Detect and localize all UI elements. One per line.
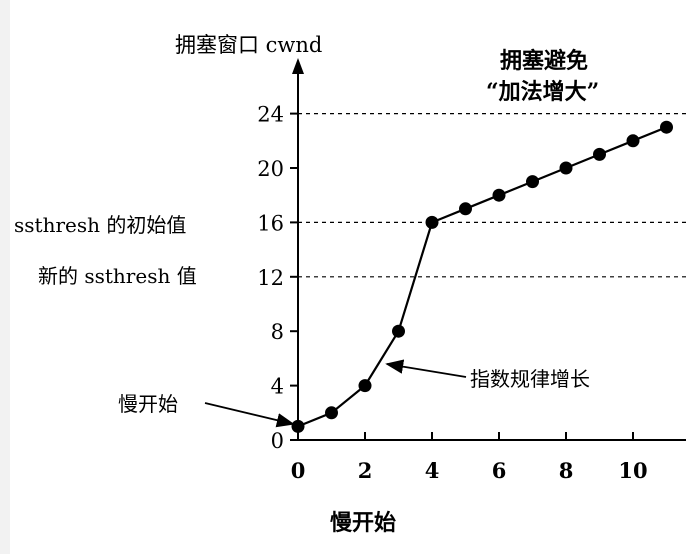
x-tick-label: 8 (559, 458, 574, 483)
x-tick-label: 6 (492, 458, 507, 483)
y-axis-title: 拥塞窗口 cwnd (175, 33, 322, 57)
y-tick-label: 0 (271, 429, 284, 453)
data-point (660, 120, 673, 134)
data-point (526, 175, 539, 189)
data-point (559, 161, 573, 175)
left-border-strip (0, 0, 10, 554)
data-point (593, 147, 606, 161)
additive-increase-label: “加法增大” (486, 79, 599, 105)
y-tick-label: 8 (271, 320, 284, 344)
exponential-growth-arrow (385, 359, 467, 378)
y-tick-label: 24 (257, 103, 284, 127)
data-point (291, 419, 305, 433)
data-point (425, 215, 439, 229)
congestion-avoidance-label: 拥塞避免 (500, 48, 588, 74)
data-point (325, 406, 338, 420)
data-point (358, 379, 372, 393)
data-point (459, 202, 472, 216)
x-tick-label: 10 (618, 458, 647, 483)
slow-start-arrow (204, 402, 295, 428)
y-axis-arrow (292, 58, 304, 74)
data-point (626, 134, 640, 148)
y-tick-label: 16 (257, 211, 284, 235)
data-point (492, 188, 506, 202)
y-tick-label: 12 (257, 266, 284, 290)
y-tick-label: 20 (257, 157, 284, 181)
ssthresh-new-label: 新的 ssthresh 值 (38, 264, 197, 288)
exponential-growth-label: 指数规律增长 (470, 367, 590, 391)
y-tick-label: 4 (271, 375, 284, 399)
x-tick-label: 2 (358, 458, 373, 483)
ssthresh-initial-label: ssthresh 的初始值 (14, 213, 186, 237)
slow-start-label: 慢开始 (118, 392, 178, 416)
x-tick-label: 0 (291, 458, 306, 483)
x-tick-label: 4 (425, 458, 440, 483)
data-point (392, 324, 405, 338)
x-axis-title: 慢开始 (330, 510, 396, 536)
